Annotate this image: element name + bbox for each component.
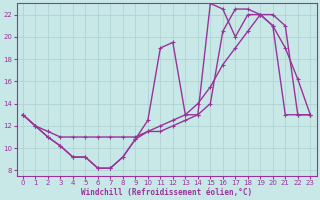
X-axis label: Windchill (Refroidissement éolien,°C): Windchill (Refroidissement éolien,°C)	[81, 188, 252, 197]
